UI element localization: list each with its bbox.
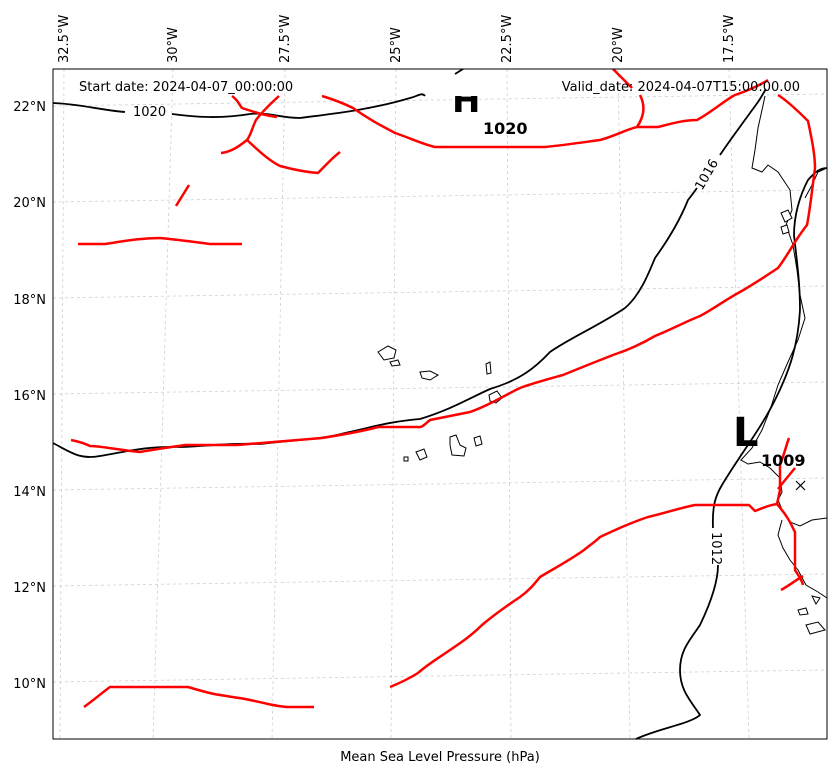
low-pressure-value: 1009 bbox=[761, 451, 806, 470]
isobar-label: 1020 bbox=[133, 105, 166, 120]
fronts bbox=[70, 68, 817, 709]
bijagos-island bbox=[805, 621, 826, 635]
x-mark-icon bbox=[795, 480, 806, 491]
front-line bbox=[777, 467, 796, 490]
cape-verde-island bbox=[415, 448, 428, 461]
lon-label: 32.5°W bbox=[57, 15, 72, 63]
cape-verde-island bbox=[403, 456, 409, 462]
cape-verde-island bbox=[377, 345, 397, 361]
map-frame bbox=[52, 68, 828, 740]
front-line bbox=[78, 236, 242, 246]
valid-date-label: Valid_date: 2024-04-07T15:00:00.00 bbox=[562, 80, 800, 95]
isobar-label: 1016 bbox=[692, 157, 722, 193]
bijagos-island bbox=[797, 607, 809, 616]
isobar-1016 bbox=[719, 88, 767, 156]
front-line bbox=[637, 78, 769, 129]
lon-label: 20°W bbox=[611, 27, 626, 63]
lon-label: 17.5°W bbox=[722, 15, 737, 63]
isobar-1020-west bbox=[171, 93, 426, 119]
isobar-1020-north bbox=[454, 68, 464, 75]
lon-label: 27.5°W bbox=[278, 15, 293, 63]
isobar-1016 bbox=[52, 187, 698, 458]
lat-label: 22°N bbox=[13, 100, 46, 115]
cape-verde-island bbox=[389, 359, 401, 367]
lat-label: 12°N bbox=[13, 581, 46, 596]
canary-island bbox=[780, 224, 790, 235]
graticule bbox=[52, 68, 828, 740]
cape-verde-island bbox=[419, 370, 440, 381]
start-date-label: Start date: 2024-04-07_00:00:00 bbox=[79, 80, 293, 95]
lat-label: 16°N bbox=[13, 389, 46, 404]
map-caption: Mean Sea Level Pressure (hPa) bbox=[340, 750, 540, 765]
isobar-1020-west bbox=[52, 102, 126, 113]
front-line bbox=[174, 184, 191, 207]
lon-label: 22.5°W bbox=[500, 15, 515, 63]
lat-label: 10°N bbox=[13, 677, 46, 692]
isobar-label: 1012 bbox=[708, 532, 723, 565]
front-line bbox=[246, 139, 341, 175]
low-pressure-symbol: L bbox=[733, 410, 759, 456]
latitude-labels: 22°N 20°N 18°N 16°N 14°N 12°N 10°N bbox=[13, 100, 46, 692]
front-line bbox=[612, 68, 633, 89]
front-line bbox=[780, 574, 804, 592]
longitude-labels: 32.5°W 30°W 27.5°W 25°W 22.5°W 20°W 17.5… bbox=[57, 15, 737, 63]
high-pressure-symbol: H bbox=[452, 81, 480, 121]
islands bbox=[377, 209, 826, 635]
lat-label: 14°N bbox=[13, 485, 46, 500]
cape-verde-island bbox=[485, 361, 492, 375]
front-line bbox=[83, 685, 314, 709]
front-line bbox=[231, 94, 278, 119]
lat-label: 18°N bbox=[13, 293, 46, 308]
high-pressure-value: 1020 bbox=[483, 119, 528, 138]
bijagos-island bbox=[811, 595, 821, 605]
lat-label: 20°N bbox=[13, 196, 46, 211]
isobar-1012 bbox=[635, 564, 719, 740]
front-line bbox=[389, 502, 805, 689]
front-line bbox=[70, 93, 817, 454]
lon-label: 25°W bbox=[389, 27, 404, 63]
canary-island bbox=[780, 209, 793, 223]
front-line bbox=[220, 95, 280, 155]
front-line bbox=[321, 94, 645, 149]
cape-verde-island bbox=[449, 434, 467, 457]
isobar-1012 bbox=[711, 167, 828, 529]
front-line bbox=[775, 437, 791, 505]
lon-label: 30°W bbox=[166, 27, 181, 63]
cape-verde-island bbox=[473, 435, 483, 447]
